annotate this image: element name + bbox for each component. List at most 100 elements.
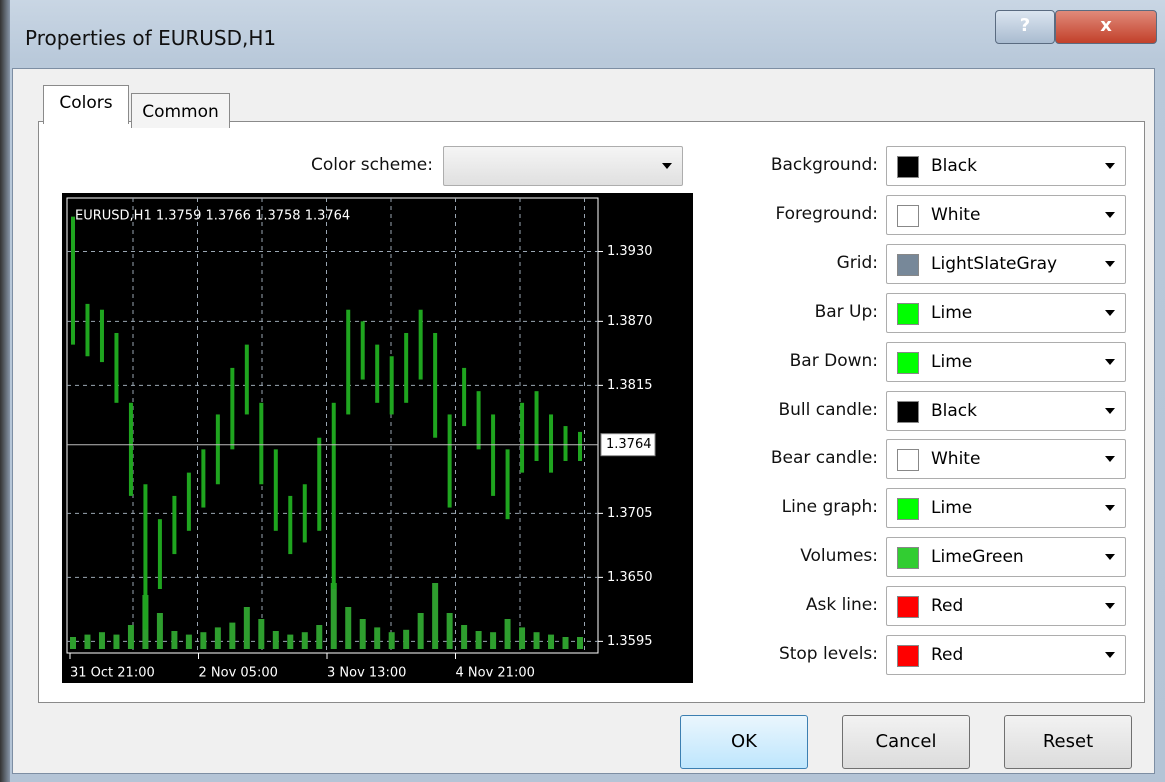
price-bar — [230, 367, 235, 450]
volume-bar — [475, 631, 482, 649]
dialog-button[interactable]: OK — [680, 715, 808, 769]
color-swatch — [897, 204, 919, 227]
price-bar — [534, 391, 539, 461]
volume-bar — [577, 637, 583, 649]
volume-bar — [519, 627, 526, 649]
volume-bar — [374, 627, 381, 649]
price-bar — [549, 414, 554, 473]
color-swatch — [897, 645, 919, 667]
price-bar — [273, 449, 278, 531]
volume-bar — [287, 634, 294, 649]
color-combo[interactable]: Red — [886, 586, 1126, 627]
color-combo[interactable]: Red — [886, 635, 1126, 675]
color-swatch — [897, 351, 919, 374]
color-swatch — [897, 498, 919, 521]
price-bar — [447, 414, 452, 508]
price-bar — [433, 332, 438, 438]
color-name: Black — [931, 156, 977, 176]
plot-frame — [66, 197, 599, 654]
volume-bar — [258, 619, 265, 649]
price-bar — [128, 402, 133, 496]
volume-bar — [345, 607, 352, 649]
volume-bar — [171, 631, 178, 649]
color-combo[interactable]: LightSlateGray — [886, 243, 1126, 284]
color-name: LimeGreen — [931, 547, 1024, 568]
y-tick-label: 1.3650 — [607, 570, 653, 585]
last-price-label: 1.3764 — [606, 437, 652, 452]
color-combo[interactable]: White — [886, 194, 1126, 235]
chart-header: EURUSD,H1 1.3759 1.3766 1.3758 1.3764 — [75, 209, 350, 224]
dropdown-arrow — [1105, 260, 1115, 267]
price-bar — [462, 367, 467, 427]
volume-bar — [229, 622, 236, 649]
color-scheme-combo[interactable] — [443, 146, 683, 186]
color-combo[interactable]: Black — [886, 146, 1126, 186]
volume-bar — [113, 634, 120, 649]
x-tick-label: 3 Nov 13:00 — [327, 666, 406, 681]
chart-preview: 1.3930 1.3870 1.3815 1.3705 1.3650 1.3595 1.37… — [62, 193, 693, 683]
color-scheme-label: Color scheme: — [311, 155, 433, 175]
dropdown-arrow — [1105, 456, 1115, 463]
price-bar — [99, 309, 104, 363]
dialog-button[interactable]: Cancel — [842, 715, 970, 769]
window-edge — [0, 0, 10, 782]
color-combo[interactable]: Lime — [886, 341, 1126, 382]
dialog-button[interactable]: Reset — [1004, 715, 1132, 769]
dropdown-arrow — [662, 163, 672, 169]
price-bar — [331, 402, 336, 589]
color-label: Bear candle: — [770, 448, 878, 469]
color-combo[interactable]: LimeGreen — [886, 537, 1126, 578]
color-name: White — [931, 204, 981, 225]
volume-bar — [156, 613, 163, 649]
window-title: Properties of EURUSD,H1 — [25, 26, 277, 50]
dropdown-arrow — [1105, 163, 1115, 169]
x-tick-label: 31 Oct 21:00 — [70, 666, 155, 681]
color-label: Volumes: — [800, 546, 878, 567]
price-bar — [360, 321, 365, 380]
volume-bar — [316, 625, 323, 649]
tab[interactable]: Common — [131, 93, 230, 128]
dropdown-arrow — [1105, 505, 1115, 512]
dropdown-arrow — [1105, 603, 1115, 610]
y-tick-label: 1.3595 — [607, 634, 653, 649]
volume-bar — [272, 631, 279, 649]
color-combo[interactable]: Lime — [886, 488, 1126, 529]
color-label: Line graph: — [781, 497, 878, 518]
color-label: Bar Up: — [814, 301, 878, 322]
color-name: LightSlateGray — [931, 253, 1058, 274]
color-name: Lime — [931, 302, 973, 323]
color-name: Red — [931, 645, 964, 665]
tab-active[interactable]: Colors — [43, 85, 129, 124]
color-combo[interactable]: White — [886, 439, 1126, 480]
volume-bar — [301, 632, 308, 649]
price-bar — [244, 344, 249, 415]
color-name: Black — [931, 400, 977, 421]
close-button[interactable]: x — [1055, 10, 1157, 44]
y-tick-label: 1.3870 — [607, 314, 653, 329]
color-name: White — [931, 449, 981, 470]
color-label: Stop levels: — [778, 644, 878, 664]
price-bar — [418, 309, 423, 380]
price-bar — [215, 414, 220, 485]
color-label: Ask line: — [805, 595, 878, 616]
price-bar — [143, 484, 148, 630]
price-bar — [85, 303, 90, 357]
price-bar — [317, 437, 322, 531]
volume-bar — [200, 632, 207, 649]
price-bar — [563, 426, 568, 461]
price-bar — [201, 449, 206, 508]
color-combo[interactable]: Lime — [886, 292, 1126, 333]
volume-bar — [417, 613, 424, 649]
color-name: Lime — [931, 351, 973, 372]
volume-bar — [70, 637, 76, 649]
volume-bar — [548, 634, 555, 649]
color-swatch — [897, 156, 919, 178]
price-bar — [505, 449, 510, 520]
help-button[interactable]: ? — [995, 10, 1055, 44]
price-bar — [389, 356, 394, 415]
volume-bar — [388, 632, 395, 649]
x-tick-label: 2 Nov 05:00 — [199, 666, 278, 681]
color-combo[interactable]: Black — [886, 390, 1126, 431]
